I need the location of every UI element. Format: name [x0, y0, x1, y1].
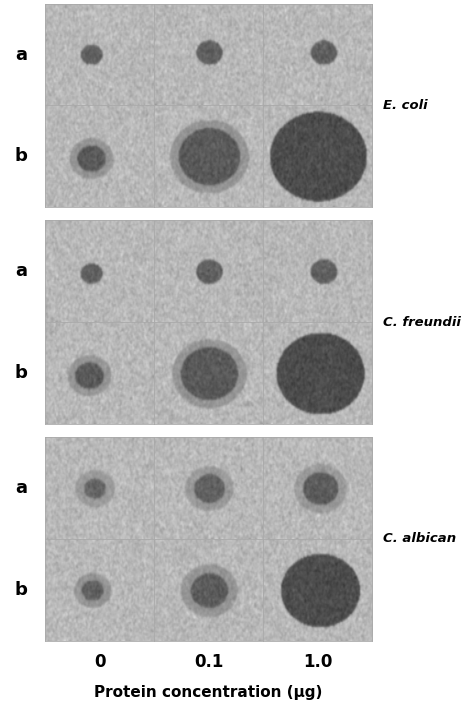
Text: C. albican: C. albican: [383, 532, 456, 545]
Text: 0.1: 0.1: [194, 653, 223, 671]
Text: 1.0: 1.0: [303, 653, 332, 671]
Text: a: a: [15, 479, 27, 497]
Text: 0: 0: [94, 653, 105, 671]
Text: b: b: [15, 147, 28, 166]
Text: b: b: [15, 581, 28, 599]
Text: C. freundii: C. freundii: [383, 316, 460, 329]
Text: E. coli: E. coli: [383, 99, 427, 112]
Text: b: b: [15, 364, 28, 382]
Text: a: a: [15, 45, 27, 64]
Text: a: a: [15, 262, 27, 280]
Text: Protein concentration (μg): Protein concentration (μg): [94, 685, 323, 700]
